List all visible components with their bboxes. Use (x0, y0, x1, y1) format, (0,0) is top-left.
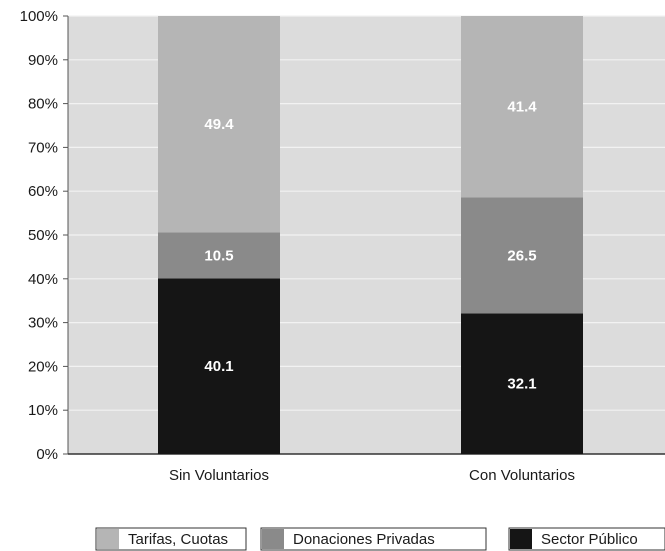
data-label: 32.1 (507, 376, 536, 393)
y-tick-label: 30% (28, 315, 58, 332)
x-category-label: Sin Voluntarios (169, 467, 269, 484)
y-tick-label: 80% (28, 96, 58, 113)
legend-swatch (262, 529, 284, 549)
data-label: 49.4 (204, 116, 234, 133)
legend-label: Sector Público (541, 531, 638, 548)
data-label: 40.1 (204, 358, 233, 375)
legend-swatch (97, 529, 119, 549)
bar-segment (158, 232, 280, 279)
bar-segment (461, 16, 583, 198)
legend-item (95, 527, 247, 551)
data-label: 10.5 (204, 247, 233, 264)
y-tick-label: 40% (28, 271, 58, 288)
data-label: 26.5 (507, 247, 536, 264)
legend-label: Donaciones Privadas (293, 531, 435, 548)
data-label: 41.4 (507, 99, 537, 116)
bar-segment (158, 278, 280, 454)
y-tick-label: 0% (36, 446, 58, 463)
legend-label: Tarifas, Cuotas (128, 531, 228, 548)
y-tick-label: 90% (28, 52, 58, 69)
y-tick-label: 100% (20, 8, 58, 25)
bar-segment (461, 197, 583, 314)
bar-segment (158, 16, 280, 233)
legend-swatch (510, 529, 532, 549)
legend-item (260, 527, 487, 551)
x-category-label: Con Voluntarios (469, 467, 575, 484)
y-tick-label: 60% (28, 183, 58, 200)
y-tick-label: 50% (28, 227, 58, 244)
y-tick-label: 70% (28, 139, 58, 156)
legend-item (508, 527, 665, 551)
y-tick-label: 10% (28, 402, 58, 419)
bar-segment (461, 313, 583, 454)
y-tick-label: 20% (28, 358, 58, 375)
